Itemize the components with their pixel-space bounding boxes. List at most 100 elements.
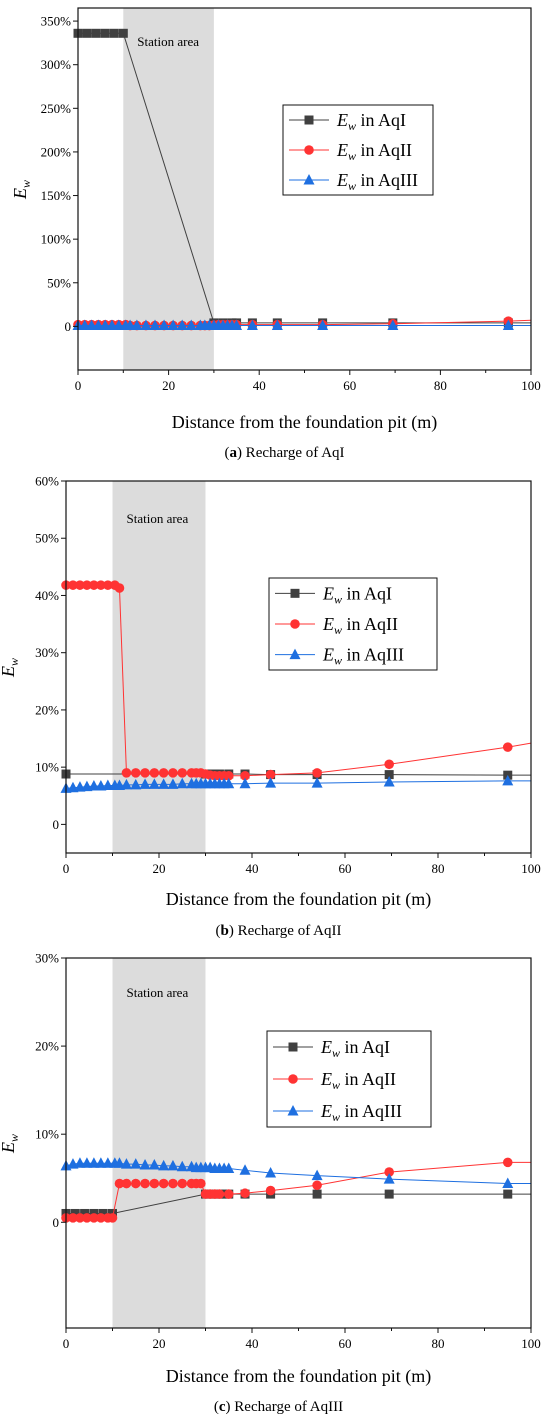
- data-point-AqIII: [74, 1157, 86, 1168]
- data-point-AqIII: [139, 778, 151, 789]
- x-tick-label: 60: [343, 378, 356, 393]
- data-point-AqII: [223, 770, 234, 781]
- data-point-AqIII: [502, 1177, 514, 1189]
- data-point-AqI: [109, 28, 119, 38]
- data-point-AqII: [89, 580, 99, 590]
- legend-label-AqII: Ew in AqII: [320, 1069, 396, 1092]
- data-point-AqIII: [148, 1159, 160, 1170]
- data-point-AqII: [158, 768, 169, 778]
- x-tick-label: 60: [339, 861, 352, 876]
- data-point-AqI: [503, 1189, 513, 1199]
- data-point-AqIII: [88, 1157, 100, 1168]
- data-point-AqIII: [239, 777, 251, 789]
- y-tick-label: 60%: [35, 474, 59, 489]
- data-point-AqII: [107, 1213, 118, 1223]
- data-point-AqIII: [185, 319, 197, 331]
- legend-marker-AqIII: [287, 1105, 299, 1116]
- data-point-AqIII: [95, 1157, 107, 1168]
- data-point-AqIII: [383, 1173, 395, 1184]
- data-point-AqIII: [158, 1159, 170, 1171]
- x-tick-label: 40: [246, 861, 259, 876]
- y-tick-label: 0: [53, 1215, 60, 1230]
- station-area-band: [123, 8, 214, 370]
- chart-panel-1: Station area 0 20 40 60 80 100 0 50% 100% 150% 200%…: [10, 7, 541, 461]
- data-point-AqIII: [246, 319, 258, 331]
- data-point-AqIII: [149, 319, 161, 331]
- chart-panel-3: Station area 0 20 40 60 80 100 0 10% 20% 30% Distan…: [0, 951, 541, 1416]
- data-point-AqIII: [231, 319, 243, 331]
- data-point-AqI: [98, 1208, 108, 1218]
- legend-label-AqIII: Ew in AqIII: [322, 645, 404, 668]
- data-point-AqIII: [130, 1158, 142, 1169]
- y-tick-label: 30%: [35, 645, 59, 660]
- data-point-AqII: [114, 583, 125, 593]
- legend-label-AqII: Ew in AqII: [322, 614, 398, 637]
- data-point-AqIII: [387, 319, 399, 331]
- data-point-AqI: [384, 770, 394, 780]
- data-point-AqI: [384, 1189, 394, 1199]
- y-tick-label: 40%: [35, 588, 59, 603]
- data-point-AqII: [196, 1178, 206, 1189]
- x-tick-label: 20: [153, 861, 166, 876]
- data-point-AqII: [312, 768, 322, 778]
- legend-marker-AqII: [290, 619, 300, 629]
- station-area-label: Station area: [127, 511, 189, 526]
- data-point-AqII: [130, 1178, 141, 1189]
- x-axis-label: Distance from the foundation pit (m): [166, 889, 431, 910]
- data-point-AqII: [177, 768, 188, 778]
- y-axis-label: Ew: [0, 1134, 21, 1154]
- data-point-AqII: [103, 580, 113, 590]
- data-point-AqII: [240, 770, 250, 781]
- x-tick-label: 80: [432, 861, 445, 876]
- data-point-AqII: [265, 1185, 276, 1196]
- data-point-AqII: [223, 1189, 234, 1199]
- data-point-AqIII: [167, 1159, 179, 1171]
- data-point-AqII: [114, 1178, 125, 1189]
- x-tick-label: 0: [63, 861, 70, 876]
- legend-marker-AqI: [288, 1042, 298, 1052]
- data-point-AqII: [502, 742, 513, 752]
- data-point-AqII: [140, 768, 150, 778]
- data-point-AqIII: [167, 778, 179, 789]
- data-point-AqII: [121, 768, 132, 778]
- data-point-AqIII: [139, 1159, 151, 1170]
- data-point-AqII: [121, 1178, 132, 1189]
- data-point-AqII: [312, 1180, 322, 1191]
- x-axis-label: Distance from the foundation pit (m): [172, 412, 437, 433]
- data-point-AqI: [82, 28, 92, 38]
- x-tick-label: 20: [162, 378, 175, 393]
- data-point-AqI: [91, 28, 101, 38]
- data-point-AqII: [149, 1178, 160, 1189]
- legend-label-AqI: Ew in AqI: [322, 583, 392, 606]
- data-point-AqIII: [502, 319, 514, 331]
- data-point-AqIII: [148, 778, 160, 789]
- legend: Ew in AqI Ew in AqII Ew in AqIII: [268, 577, 438, 671]
- data-point-AqIII: [502, 774, 514, 786]
- data-point-AqIII: [158, 319, 170, 331]
- data-point-AqII: [168, 768, 178, 778]
- station-area-band: [112, 481, 206, 853]
- panel-caption: (a) Recharge of AqI: [224, 445, 344, 461]
- legend-label-AqI: Ew in AqI: [320, 1037, 390, 1060]
- data-point-AqIII: [176, 777, 188, 789]
- chart-panel-2: Station area 0 20 40 60 80 100 0 10% 20% 30% 40% 50%…: [0, 474, 541, 940]
- data-point-AqIII: [265, 777, 277, 788]
- legend-label-AqIII: Ew in AqIII: [336, 170, 418, 193]
- data-point-AqIII: [383, 776, 395, 787]
- y-tick-label: 250%: [41, 101, 72, 116]
- x-tick-label: 80: [432, 1336, 445, 1351]
- y-tick-label: 300%: [41, 57, 72, 72]
- data-point-AqII: [82, 1213, 92, 1223]
- data-point-AqIII: [176, 1160, 188, 1172]
- data-point-AqIII: [223, 1162, 235, 1174]
- x-tick-label: 0: [75, 378, 82, 393]
- data-point-AqII: [140, 1178, 150, 1189]
- data-point-AqI: [100, 28, 110, 38]
- data-point-AqIII: [113, 1157, 125, 1168]
- data-point-AqII: [96, 580, 106, 590]
- y-tick-label: 150%: [41, 188, 72, 203]
- data-point-AqII: [158, 1178, 169, 1189]
- data-point-AqIII: [81, 1157, 93, 1168]
- y-tick-label: 200%: [41, 144, 72, 159]
